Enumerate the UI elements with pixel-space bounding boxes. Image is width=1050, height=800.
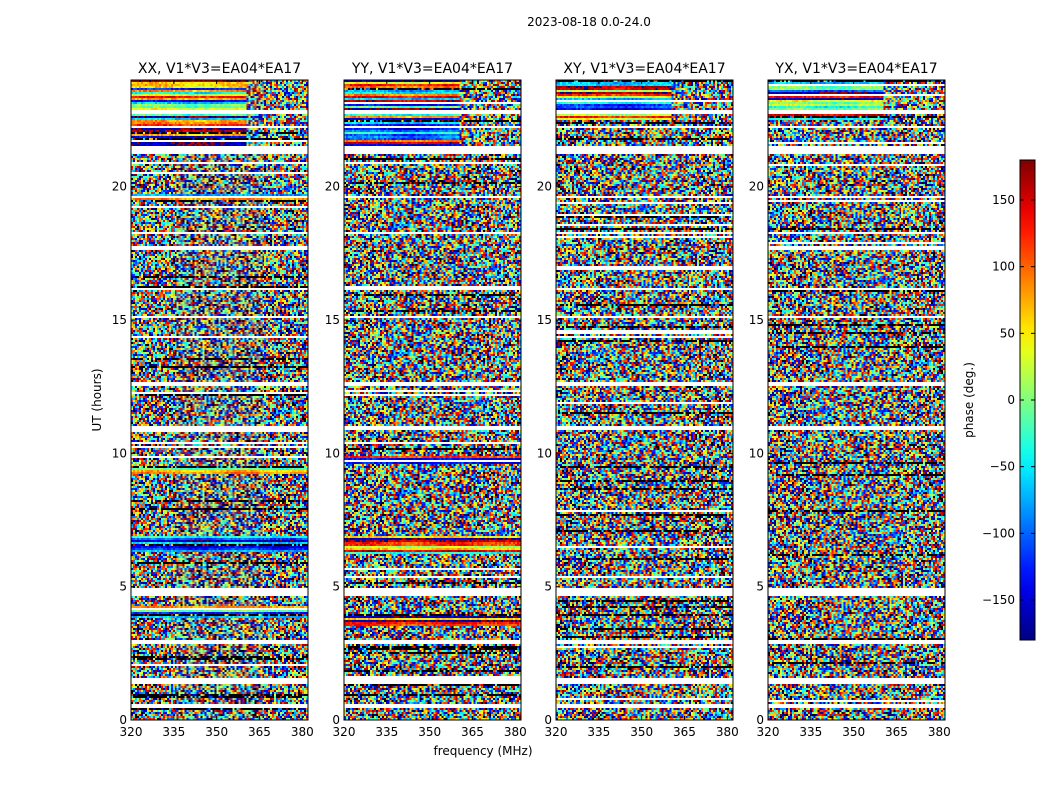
x-tick-label: 320 [333, 725, 356, 739]
x-tick-label: 380 [716, 725, 739, 739]
panel-2: YY, V1*V3=EA04*EA17 320 335 350 365 380 0 5 10 15… [325, 61, 527, 739]
x-tick-label: 350 [205, 725, 228, 739]
axes-frame [343, 79, 522, 721]
axes-frame [767, 79, 946, 721]
y-tick-label: 10 [325, 446, 340, 460]
colorbar-tick-label: −150 [982, 593, 1015, 607]
x-tick-label: 365 [673, 725, 696, 739]
y-tick-label: 5 [119, 580, 127, 594]
panel-1: XX, V1*V3=EA04*EA17 320 335 350 365 380 0 5 10 15… [112, 61, 314, 739]
x-tick-label: 335 [799, 725, 822, 739]
y-tick-label: 15 [112, 313, 127, 327]
panel-title: YY, V1*V3=EA04*EA17 [351, 61, 513, 77]
x-tick-label: 380 [928, 725, 951, 739]
y-tick-label: 15 [325, 313, 340, 327]
y-tick-label: 0 [544, 713, 552, 727]
y-tick-label: 20 [749, 180, 764, 194]
heatmap-image [131, 80, 308, 720]
panel-title: YX, V1*V3=EA04*EA17 [774, 61, 937, 77]
x-tick-label: 380 [504, 725, 527, 739]
x-tick-label: 320 [120, 725, 143, 739]
y-tick-label: 10 [112, 446, 127, 460]
y-tick-label: 10 [749, 446, 764, 460]
panels: XX, V1*V3=EA04*EA17 320 335 350 365 380 0 5 10 15… [112, 61, 951, 739]
colorbar-tick-label: 50 [1000, 326, 1015, 340]
y-tick-label: 5 [332, 580, 340, 594]
panel-3: XY, V1*V3=EA04*EA17 320 335 350 365 380 0 5 10 15… [537, 61, 739, 739]
colorbar-tick-label: 150 [992, 193, 1015, 207]
colorbar-tick-label: −50 [990, 460, 1015, 474]
y-tick-label: 15 [537, 313, 552, 327]
y-tick-label: 15 [749, 313, 764, 327]
x-tick-label: 320 [757, 725, 780, 739]
y-tick-label: 5 [544, 580, 552, 594]
panel-4: YX, V1*V3=EA04*EA17 320 335 350 365 380 0 5 10 15… [749, 61, 951, 739]
figure-title: 2023-08-18 0.0-24.0 [527, 15, 651, 29]
x-axis-label: frequency (MHz) [433, 744, 532, 758]
x-tick-label: 365 [885, 725, 908, 739]
colorbar-tick-label: 0 [1007, 393, 1015, 407]
y-tick-label: 0 [119, 713, 127, 727]
x-tick-label: 365 [248, 725, 271, 739]
colorbar-tick-label: 100 [992, 260, 1015, 274]
axes-frame [555, 79, 734, 721]
axes-frame [130, 79, 309, 721]
y-tick-label: 0 [756, 713, 764, 727]
x-tick-label: 320 [545, 725, 568, 739]
y-tick-label: 20 [112, 180, 127, 194]
x-tick-label: 350 [418, 725, 441, 739]
x-tick-label: 335 [587, 725, 610, 739]
panel-title: XX, V1*V3=EA04*EA17 [138, 61, 301, 77]
heatmap-image [768, 80, 945, 720]
colorbar-label: phase (deg.) [962, 362, 976, 438]
colorbar: 150 100 50 0 −50 −100 −150 phase (deg.) [962, 159, 1036, 641]
x-tick-label: 380 [291, 725, 314, 739]
x-tick-label: 335 [162, 725, 185, 739]
x-tick-label: 350 [630, 725, 653, 739]
x-tick-label: 365 [461, 725, 484, 739]
y-tick-label: 20 [325, 180, 340, 194]
y-axis-label: UT (hours) [90, 368, 104, 431]
y-tick-label: 10 [537, 446, 552, 460]
colorbar-tick-label: −100 [982, 526, 1015, 540]
x-tick-label: 335 [375, 725, 398, 739]
y-tick-label: 5 [756, 580, 764, 594]
heatmap-image [556, 80, 733, 720]
y-tick-label: 0 [332, 713, 340, 727]
y-tick-label: 20 [537, 180, 552, 194]
x-tick-label: 350 [842, 725, 865, 739]
heatmap-image [344, 80, 521, 720]
panel-title: XY, V1*V3=EA04*EA17 [563, 61, 725, 77]
